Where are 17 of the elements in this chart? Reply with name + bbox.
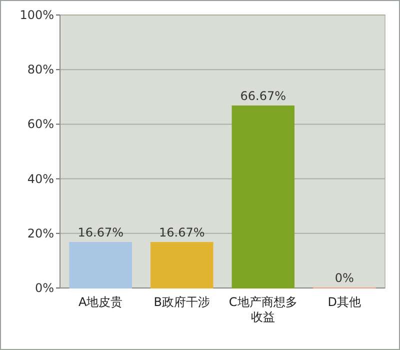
x-tick-label: C地产商想多收益: [228, 295, 298, 324]
y-tick-label: 0%: [34, 281, 54, 295]
y-tick-label: 80%: [27, 62, 54, 77]
data-label: 16.67%: [78, 225, 124, 240]
bar: [232, 105, 294, 288]
bar: [150, 242, 214, 288]
y-tick-label: 20%: [27, 226, 54, 240]
y-tick-label: 40%: [27, 172, 54, 186]
data-label: 16.67%: [158, 225, 205, 240]
x-tick-label: A地皮贵: [78, 295, 123, 309]
x-tick-label: B政府干涉: [154, 295, 210, 309]
bar: [69, 242, 132, 288]
y-tick-label: 100%: [20, 8, 54, 22]
data-label: 66.67%: [240, 88, 286, 103]
x-tick-label: D其他: [328, 295, 361, 309]
data-label: 0%: [334, 271, 354, 285]
y-tick-label: 60%: [27, 117, 54, 132]
